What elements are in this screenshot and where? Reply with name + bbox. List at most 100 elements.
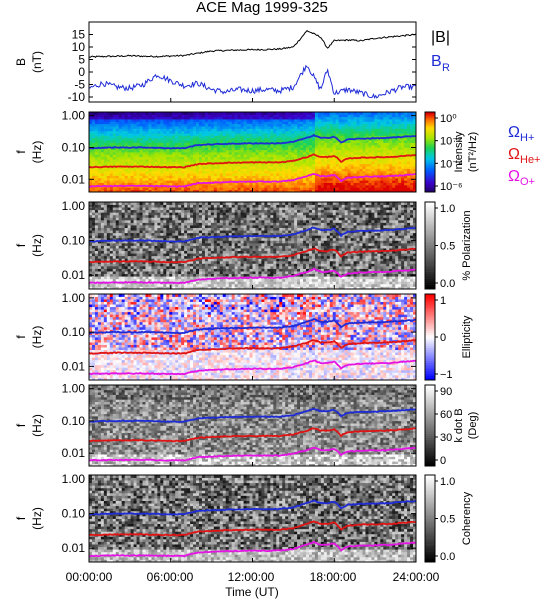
spectrogram-cell bbox=[410, 152, 414, 155]
spectrogram-cell bbox=[196, 189, 200, 193]
spectrogram-cell bbox=[142, 283, 146, 287]
spectrogram-cell bbox=[160, 209, 164, 213]
spectrogram-cell bbox=[139, 230, 143, 234]
spectrogram-cell bbox=[163, 189, 167, 193]
spectrogram-cell bbox=[407, 144, 411, 148]
spectrogram-cell bbox=[94, 271, 99, 275]
spectrogram-cell bbox=[252, 114, 256, 118]
spectrogram-cell bbox=[383, 159, 387, 162]
spectrogram-cell bbox=[124, 152, 129, 155]
spectrogram-cell bbox=[401, 137, 405, 141]
spectrogram-cell bbox=[294, 123, 298, 127]
spectrogram-cell bbox=[270, 133, 274, 136]
spectrogram-cell bbox=[216, 182, 221, 186]
spectrogram-cell bbox=[308, 149, 313, 153]
spectrogram-cell bbox=[175, 149, 179, 153]
spectrogram-cell bbox=[142, 225, 146, 228]
spectrogram-cell bbox=[392, 116, 396, 120]
spectrogram-cell bbox=[130, 258, 134, 262]
colorbar-cell bbox=[425, 154, 435, 157]
spectrogram-cell bbox=[344, 166, 349, 169]
spectrogram-cell bbox=[100, 217, 105, 221]
spectrogram-cell bbox=[118, 119, 123, 122]
spectrogram-cell bbox=[145, 232, 149, 236]
spectrogram-cell bbox=[228, 154, 233, 158]
spectrogram-cell bbox=[264, 128, 268, 132]
spectrogram-cell bbox=[383, 163, 387, 167]
spectrogram-cell bbox=[118, 140, 123, 143]
spectrogram-cell bbox=[115, 144, 120, 148]
spectrogram-cell bbox=[332, 142, 337, 146]
spectrogram-cell bbox=[344, 142, 349, 146]
spectrogram-cell bbox=[112, 133, 117, 136]
spectrogram-cell bbox=[172, 235, 176, 239]
spectrogram-cell bbox=[359, 147, 363, 151]
spectrogram-cell bbox=[139, 140, 143, 143]
spectrogram-cell bbox=[270, 152, 274, 155]
spectrogram-cell bbox=[395, 142, 399, 146]
spectrogram-cell bbox=[291, 182, 295, 186]
spectrogram-cell bbox=[237, 128, 242, 132]
spectrogram-cell bbox=[300, 149, 304, 153]
spectrogram-cell bbox=[234, 112, 239, 115]
spectrogram-cell bbox=[213, 152, 218, 155]
spectrogram-cell bbox=[380, 159, 384, 162]
spectrogram-cell bbox=[157, 263, 161, 267]
spectrogram-cell bbox=[133, 276, 137, 280]
spectrogram-cell bbox=[139, 142, 143, 146]
spectrogram-cell bbox=[392, 154, 396, 158]
spectrogram-cell bbox=[255, 112, 259, 115]
spectrogram-cell bbox=[350, 130, 354, 134]
spectrogram-cell bbox=[392, 152, 396, 155]
spectrogram-cell bbox=[395, 116, 399, 120]
spectrogram-cell bbox=[154, 144, 158, 148]
spectrogram-cell bbox=[201, 133, 206, 136]
spectrogram-cell bbox=[175, 242, 179, 246]
spectrogram-cell bbox=[243, 159, 247, 162]
spectrogram-cell bbox=[121, 147, 126, 151]
spectrogram-cell bbox=[124, 237, 129, 241]
spectrogram-cell bbox=[100, 140, 105, 143]
spectrogram-cell bbox=[335, 121, 340, 125]
spectrogram-cell bbox=[196, 154, 200, 158]
spectrogram-cell bbox=[329, 112, 334, 115]
spectrogram-cell bbox=[300, 140, 304, 143]
spectrogram-cell bbox=[121, 230, 126, 234]
spectrogram-cell bbox=[270, 156, 274, 160]
y-axis-unit: (nT) bbox=[30, 51, 44, 73]
spectrogram-cell bbox=[127, 175, 132, 179]
spectrogram-cell bbox=[311, 180, 316, 183]
spectrogram-cell bbox=[398, 121, 402, 125]
spectrogram-cell bbox=[255, 123, 259, 127]
spectrogram-cell bbox=[145, 219, 149, 223]
spectrogram-cell bbox=[276, 159, 280, 162]
spectrogram-cell bbox=[285, 112, 289, 115]
spectrogram-cell bbox=[341, 147, 346, 151]
spectrogram-cell bbox=[294, 173, 298, 176]
spectrogram-cell bbox=[380, 130, 384, 134]
spectrogram-cell bbox=[279, 112, 283, 115]
spectrogram-cell bbox=[335, 128, 340, 132]
spectrogram-cell bbox=[246, 116, 250, 120]
spectrogram-cell bbox=[323, 137, 328, 141]
spectrogram-cell bbox=[103, 144, 108, 148]
spectrogram-cell bbox=[311, 128, 316, 132]
spectrogram-cell bbox=[175, 237, 179, 241]
spectrogram-cell bbox=[106, 154, 111, 158]
spectrogram-cell bbox=[234, 184, 239, 188]
spectrogram-cell bbox=[178, 278, 182, 282]
spectrogram-cell bbox=[106, 283, 111, 287]
spectrogram-cell bbox=[359, 182, 363, 186]
spectrogram-cell bbox=[124, 126, 129, 129]
spectrogram-cell bbox=[285, 147, 289, 151]
spectrogram-cell bbox=[338, 184, 343, 188]
spectrogram-cell bbox=[210, 149, 215, 153]
spectrogram-cell bbox=[106, 177, 111, 181]
spectrogram-cell bbox=[151, 112, 155, 115]
spectrogram-cell bbox=[264, 163, 268, 167]
spectrogram-cell bbox=[175, 222, 179, 226]
spectrogram-cell bbox=[175, 130, 179, 134]
spectrogram-cell bbox=[184, 217, 188, 221]
spectrogram-cell bbox=[359, 140, 363, 143]
spectrogram-cell bbox=[172, 271, 176, 275]
